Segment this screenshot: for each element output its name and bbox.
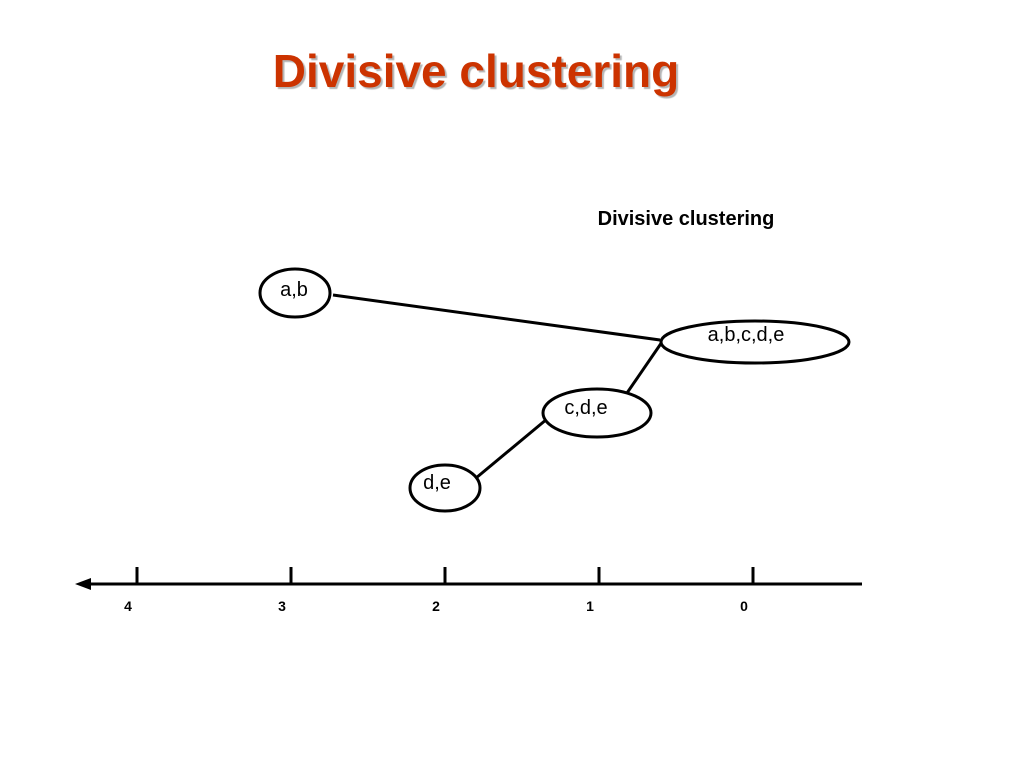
node-a-b-label: a,b — [280, 279, 308, 301]
node-c-d-e: c,d,e — [541, 387, 653, 439]
axis-tick-label-4: 4 — [124, 598, 132, 614]
node-a-b: a,b — [258, 267, 332, 319]
node-a-b-c-d-e-label: a,b,c,d,e — [708, 324, 785, 346]
axis-tick-label-3: 3 — [278, 598, 286, 614]
node-d-e-label: d,e — [423, 472, 451, 494]
axis-tick-label-2: 2 — [432, 598, 440, 614]
node-d-e: d,e — [408, 463, 482, 513]
edge-root-ab — [332, 293, 661, 342]
axis-arrow-left-icon — [75, 578, 91, 590]
edge-root-cde — [625, 341, 664, 394]
edge-cde-de — [475, 417, 548, 480]
slide-title: Divisive clustering — [272, 45, 680, 97]
axis-tick-label-1: 1 — [586, 598, 594, 614]
node-c-d-e-label: c,d,e — [564, 397, 607, 419]
node-a-b-c-d-e: a,b,c,d,e — [659, 319, 851, 365]
diagram-subtitle: Divisive clustering — [598, 208, 775, 230]
axis-tick-label-0: 0 — [740, 598, 748, 614]
